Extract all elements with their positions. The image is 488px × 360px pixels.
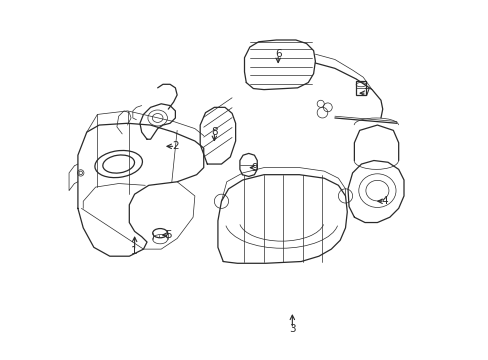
Text: 9: 9: [251, 163, 258, 172]
Text: 3: 3: [288, 324, 295, 334]
Text: 7: 7: [363, 88, 369, 98]
Text: 6: 6: [274, 49, 281, 59]
Text: 8: 8: [211, 127, 217, 137]
Text: 2: 2: [172, 141, 178, 151]
Bar: [355, 81, 366, 95]
Text: 1: 1: [131, 246, 138, 256]
Text: 4: 4: [381, 196, 387, 206]
Text: 5: 5: [164, 230, 171, 240]
